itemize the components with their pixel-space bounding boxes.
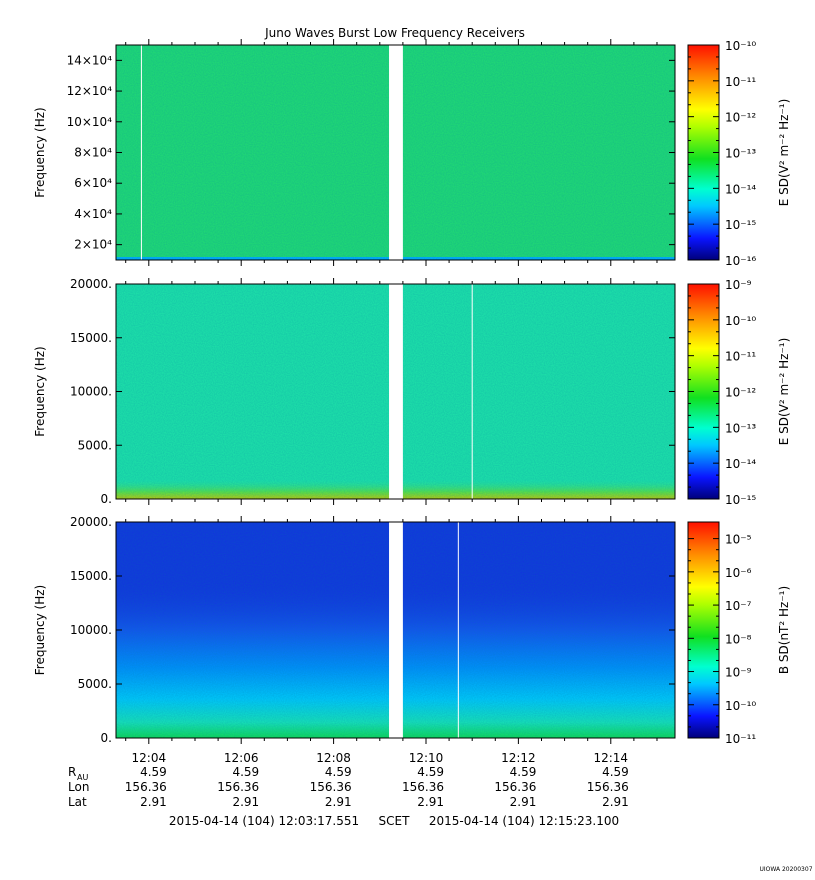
y-tick-label: 0. — [101, 731, 112, 745]
ephemeris-row-label-subscript: AU — [77, 773, 88, 782]
ephemeris-value: 156.36 — [310, 780, 352, 794]
y-tick-label: 20000. — [70, 515, 112, 529]
footer-end: 2015-04-14 (104) 12:15:23.100 — [429, 814, 619, 828]
colorbar-tick-label: 10⁻⁷ — [725, 599, 752, 613]
colorbar-tick-label: 10⁻¹⁰ — [725, 39, 756, 53]
ephemeris-value: 4.59 — [510, 765, 537, 779]
ephemeris-value: 4.59 — [602, 765, 629, 779]
time-tick-label: 12:12 — [501, 751, 536, 765]
colorbar-tick-label: 10⁻¹³ — [725, 421, 756, 435]
colorbar: 10⁻¹⁰ 10⁻¹¹ 10⁻¹² 10⁻¹³ 10⁻¹⁴ 10⁻¹⁵ 10⁻¹⁶ E SD(… — [687, 39, 791, 268]
credit-text: UIOWA 20200307 — [759, 866, 812, 873]
colorbar-tick-label: 10⁻¹⁰ — [725, 699, 756, 713]
colorbar-tick-label: 10⁻¹¹ — [725, 350, 756, 364]
time-axis: 12:04 12:06 12:08 12:10 12:12 12:14 — [132, 751, 629, 765]
ephemeris-value: 4.59 — [417, 765, 444, 779]
y-tick-label: 10000. — [70, 385, 112, 399]
colorbar-tick-label: 10⁻¹² — [725, 111, 756, 125]
y-axis-title: Frequency (Hz) — [33, 346, 47, 437]
colorbar-title: E SD(V² m⁻² Hz⁻¹) — [777, 99, 791, 207]
y-tick-label: 14×10⁴ — [67, 53, 113, 67]
colorbar-tick-label: 10⁻¹⁰ — [725, 314, 756, 328]
colorbar-title: B SD(nT² Hz⁻¹) — [777, 586, 791, 674]
colorbar-tick-label: 10⁻¹⁵ — [725, 493, 756, 507]
y-tick-label: 5000. — [78, 438, 112, 452]
colorbar-tick-label: 10⁻¹⁴ — [725, 182, 756, 196]
y-axis-title: Frequency (Hz) — [33, 107, 47, 198]
ephemeris-value: 156.36 — [125, 780, 167, 794]
spectrogram-panel-3: 0. 5000. 10000. 15000. 20000. Frequency (Hz) 1… — [33, 515, 791, 746]
colorbar-tick-label: 10⁻⁸ — [725, 632, 752, 646]
ephemeris-value: 4.59 — [140, 765, 167, 779]
ephemeris-value: 156.36 — [402, 780, 444, 794]
y-tick-label: 0. — [101, 492, 112, 506]
ephemeris-value: 156.36 — [587, 780, 629, 794]
colorbar-title: E SD(V² m⁻² Hz⁻¹) — [777, 338, 791, 446]
chart-title: Juno Waves Burst Low Frequency Receivers — [264, 26, 525, 40]
spectrogram-panel-1: 2×10⁴ 4×10⁴ 6×10⁴ 8×10⁴ 10×10⁴ 12×10⁴ 14×10⁴ Fr… — [33, 39, 791, 268]
time-tick-label: 12:08 — [316, 751, 351, 765]
spectrogram-panel-2: 0. 5000. 10000. 15000. 20000. Frequency (Hz) 1… — [33, 277, 791, 507]
colorbar-tick-label: 10⁻⁹ — [725, 666, 752, 680]
ephemeris-row-label: Lat — [68, 795, 87, 809]
footer-start: 2015-04-14 (104) 12:03:17.551 — [169, 814, 359, 828]
data-gap — [389, 283, 403, 500]
ephemeris-row-label: R — [68, 765, 76, 779]
ephemeris-value: 2.91 — [417, 795, 444, 809]
panels: 2×10⁴ 4×10⁴ 6×10⁴ 8×10⁴ 10×10⁴ 12×10⁴ 14×10⁴ Fr… — [33, 39, 791, 746]
y-tick-label: 4×10⁴ — [74, 207, 112, 221]
colorbar-tick-label: 10⁻⁵ — [725, 533, 752, 547]
y-tick-label: 10×10⁴ — [67, 115, 113, 129]
ephemeris-value: 2.91 — [602, 795, 629, 809]
time-tick-label: 12:10 — [409, 751, 444, 765]
ephemeris-table: R AU 4.59 4.59 4.59 4.59 4.59 4.59 Lon 156.36 156.… — [68, 765, 629, 809]
colorbar-tick-label: 10⁻¹³ — [725, 147, 756, 161]
y-tick-label: 10000. — [70, 623, 112, 637]
ephemeris-value: 156.36 — [217, 780, 259, 794]
time-tick-label: 12:14 — [593, 751, 628, 765]
time-tick-label: 12:04 — [132, 751, 167, 765]
time-tick-label: 12:06 — [224, 751, 259, 765]
colorbar: 10⁻⁹ 10⁻¹⁰ 10⁻¹¹ 10⁻¹² 10⁻¹³ 10⁻¹⁴ 10⁻¹⁵ E SD(V… — [687, 278, 791, 507]
colorbar-gradient — [688, 522, 719, 738]
ephemeris-value: 2.91 — [140, 795, 167, 809]
colorbar-tick-label: 10⁻¹⁵ — [725, 218, 756, 232]
ephemeris-value: 4.59 — [232, 765, 259, 779]
colorbar-tick-label: 10⁻¹¹ — [725, 75, 756, 89]
data-gap — [389, 521, 403, 739]
y-tick-label: 5000. — [78, 677, 112, 691]
colorbar: 10⁻⁵ 10⁻⁶ 10⁻⁷ 10⁻⁸ 10⁻⁹ 10⁻¹⁰ 10⁻¹¹ B SD(nT² H… — [687, 521, 791, 746]
colorbar-tick-label: 10⁻⁶ — [725, 566, 752, 580]
data-gap — [389, 44, 403, 261]
colorbar-tick-label: 10⁻¹⁶ — [725, 254, 756, 268]
y-tick-label: 20000. — [70, 277, 112, 291]
y-tick-label: 15000. — [70, 331, 112, 345]
footer-scet: SCET — [379, 814, 411, 828]
ephemeris-value: 2.91 — [325, 795, 352, 809]
y-tick-label: 6×10⁴ — [74, 176, 112, 190]
ephemeris-row-label: Lon — [68, 780, 89, 794]
colorbar-frame — [687, 521, 720, 739]
colorbar-tick-label: 10⁻⁹ — [725, 278, 752, 292]
ephemeris-value: 2.91 — [510, 795, 537, 809]
ephemeris-value: 2.91 — [232, 795, 259, 809]
colorbar-tick-label: 10⁻¹⁴ — [725, 457, 756, 471]
y-tick-label: 8×10⁴ — [74, 146, 112, 160]
colorbar-tick-label: 10⁻¹¹ — [725, 732, 756, 746]
y-tick-label: 15000. — [70, 569, 112, 583]
y-tick-label: 2×10⁴ — [74, 238, 112, 252]
y-tick-label: 12×10⁴ — [67, 84, 113, 98]
ephemeris-value: 156.36 — [494, 780, 536, 794]
colorbar-tick-label: 10⁻¹² — [725, 386, 756, 400]
y-axis-title: Frequency (Hz) — [33, 585, 47, 676]
ephemeris-value: 4.59 — [325, 765, 352, 779]
